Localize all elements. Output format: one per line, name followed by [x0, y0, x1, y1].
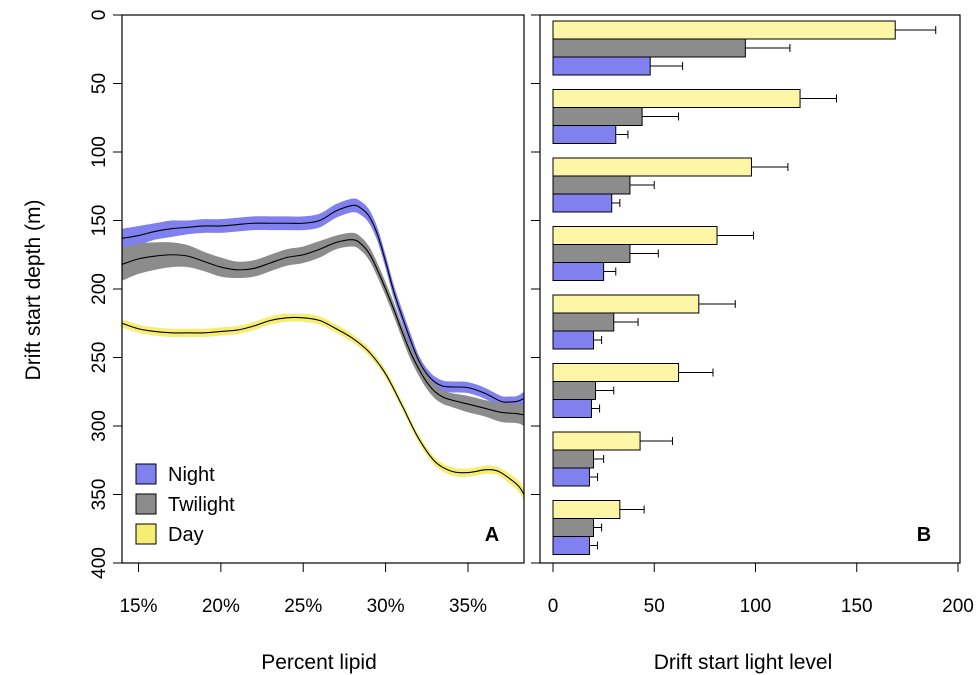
y-axis-title-a: Drift start depth (m)	[22, 200, 45, 381]
bar-day	[552, 89, 801, 108]
x-tick-label: 15%	[119, 596, 157, 617]
panel-a-frame	[121, 14, 525, 564]
bar-twilight	[552, 175, 631, 195]
bar-twilight	[552, 449, 594, 469]
x-tick-label: 30%	[367, 596, 405, 617]
bar-day	[552, 363, 680, 382]
bar-night	[552, 56, 651, 76]
y-tick-label: 100	[89, 136, 110, 168]
x-tick-label: 25%	[284, 596, 322, 617]
x-tick-label: 100	[740, 596, 772, 617]
bar-night	[552, 193, 613, 213]
x-tick-label: 150	[841, 596, 873, 617]
plot-area-a	[122, 198, 524, 500]
bar-day	[552, 500, 621, 519]
y-tick-label: 150	[89, 205, 110, 237]
y-tick-label: 0	[89, 10, 110, 21]
legend-label-day: Day	[168, 524, 204, 546]
bar-twilight	[552, 312, 615, 332]
y-tick-label: 400	[89, 547, 110, 579]
legend-swatch-day	[135, 523, 157, 545]
bar-night	[552, 330, 594, 350]
night-trend-line	[122, 204, 524, 403]
x-tick-label: 35%	[449, 596, 487, 617]
x-tick-label: 200	[942, 596, 974, 617]
panel-b-frame	[539, 14, 961, 564]
panel-label-b: B	[917, 524, 931, 546]
bar-night	[552, 467, 590, 487]
x-tick-label: 0	[548, 596, 559, 617]
bar-twilight	[552, 244, 631, 263]
bar-day	[552, 20, 896, 40]
x-tick-label: 20%	[202, 596, 240, 617]
y-tick-label: 200	[89, 273, 110, 305]
bar-twilight	[552, 107, 643, 126]
panel-label-a: A	[485, 524, 499, 546]
bar-day	[552, 157, 752, 177]
y-tick-label: 250	[89, 342, 110, 374]
legend-label-twilight: Twilight	[168, 494, 235, 516]
bar-twilight	[552, 38, 746, 58]
legend-swatch-twilight	[135, 493, 157, 515]
legend-label-night: Night	[168, 464, 215, 486]
panel-b: 0 50 100 150 200 B	[531, 14, 974, 617]
bar-night	[552, 262, 605, 281]
night-confidence-band	[122, 198, 524, 408]
y-tick-label: 350	[89, 479, 110, 511]
x-axis-title-a: Percent lipid	[261, 651, 377, 674]
bar-day	[552, 226, 718, 245]
y-tick-label: 300	[89, 410, 110, 442]
x-axis-title-b: Drift start light level	[654, 651, 833, 674]
bar-night	[552, 125, 617, 144]
y-tick-label: 50	[89, 73, 110, 94]
panel-a: 0 50 100 150 200 250 300 350 400 15% 20% 25% 30% 35% N…	[89, 10, 525, 617]
bar-night	[552, 536, 590, 555]
bar-twilight	[552, 518, 594, 537]
bar-day	[552, 294, 700, 314]
bar-night	[552, 399, 592, 418]
legend-swatch-night	[135, 463, 157, 485]
day-trend-line	[122, 316, 524, 495]
bar-day	[552, 431, 641, 451]
bar-twilight	[552, 381, 597, 400]
x-tick-label: 50	[644, 596, 665, 617]
twilight-trend-line	[122, 239, 524, 416]
